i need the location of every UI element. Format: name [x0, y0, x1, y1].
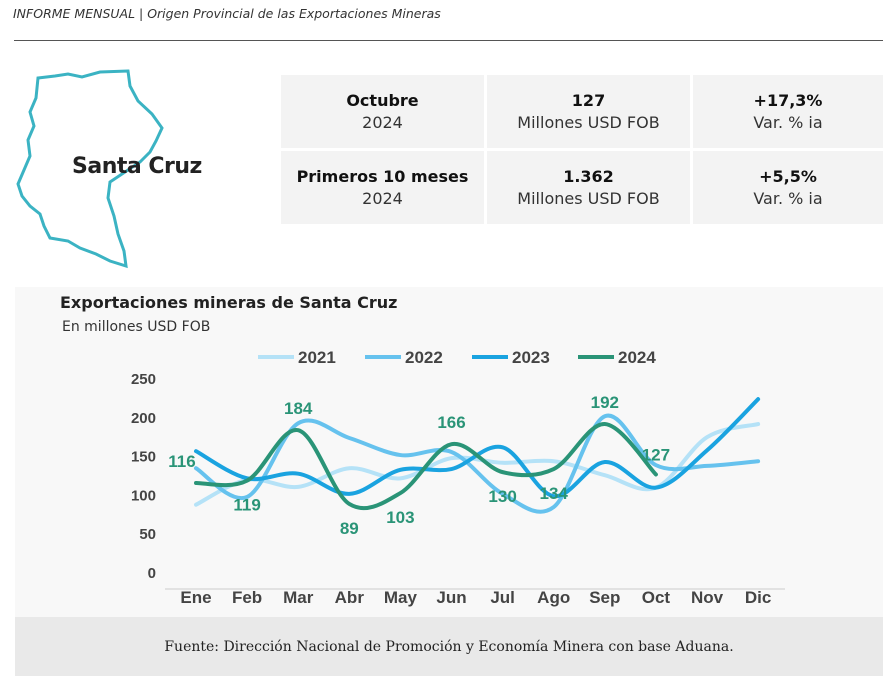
data-label: 130	[488, 487, 516, 506]
kpi-value: +17,3%	[753, 90, 823, 110]
series-line-2023	[194, 397, 761, 499]
kpi-cell: Primeros 10 meses 2024	[281, 151, 484, 224]
kpi-grid: Octubre 2024 127 Millones USD FOB +17,3% Var.…	[281, 75, 883, 224]
kpi-cell: +17,3% Var. % ia	[693, 75, 883, 148]
x-tick-label: Ago	[537, 588, 570, 607]
kpi-label: 2024	[362, 112, 403, 132]
x-tick-label: Ene	[180, 588, 211, 607]
province-name: Santa Cruz	[72, 154, 202, 179]
kpi-label: Millones USD FOB	[517, 188, 660, 208]
kpi-cell: +5,5% Var. % ia	[693, 151, 883, 224]
province-map	[16, 69, 164, 269]
y-tick-label: 100	[131, 487, 156, 504]
source-note: Fuente: Dirección Nacional de Promoción …	[15, 617, 883, 676]
divider	[14, 40, 883, 41]
x-tick-label: Oct	[642, 588, 671, 607]
x-tick-label: Feb	[232, 588, 262, 607]
kpi-value: +5,5%	[759, 166, 817, 186]
x-tick-label: Jul	[490, 588, 515, 607]
x-tick-label: Abr	[335, 588, 365, 607]
data-label: 166	[437, 413, 465, 432]
data-label: 103	[386, 508, 414, 527]
legend-label: 2022	[405, 348, 443, 367]
legend-label: 2024	[618, 348, 656, 367]
series-line-2022	[194, 413, 761, 514]
line-chart: 0 50 100 150 200 250 Ene Feb Mar Abr May Jun Jul Ago S…	[131, 348, 785, 607]
chart-title: Exportaciones mineras de Santa Cruz	[60, 293, 398, 312]
x-tick-label: Dic	[745, 588, 771, 607]
x-tick-label: Mar	[283, 588, 314, 607]
series-line-2024	[194, 422, 658, 511]
kpi-cell: Octubre 2024	[281, 75, 484, 148]
kpi-label: Millones USD FOB	[517, 112, 660, 132]
data-label: 89	[340, 519, 359, 538]
kpi-value: Octubre	[346, 90, 419, 110]
data-label: 184	[284, 399, 313, 418]
kpi-label: 2024	[362, 188, 403, 208]
kpi-cell: 1.362 Millones USD FOB	[487, 151, 690, 224]
x-tick-label: May	[384, 588, 418, 607]
data-label: 134	[540, 484, 569, 503]
data-label: 192	[591, 393, 619, 412]
legend-label: 2021	[298, 348, 336, 367]
kpi-value: 1.362	[563, 166, 614, 186]
data-label: 119	[233, 496, 260, 515]
chart-subtitle: En millones USD FOB	[62, 319, 211, 335]
kpi-label: Var. % ia	[753, 112, 823, 132]
data-label: 116	[168, 452, 195, 471]
y-tick-label: 50	[139, 526, 156, 543]
data-label: 127	[642, 445, 670, 464]
y-tick-label: 200	[131, 410, 156, 427]
legend-label: 2023	[512, 348, 550, 367]
kpi-value: Primeros 10 meses	[296, 166, 469, 186]
y-tick-label: 250	[131, 371, 156, 388]
x-tick-label: Sep	[589, 588, 620, 607]
report-header: INFORME MENSUAL | Origen Provincial de l…	[13, 6, 441, 21]
kpi-label: Var. % ia	[753, 188, 823, 208]
series-line-2021	[194, 422, 761, 507]
x-tick-label: Jun	[436, 588, 466, 607]
y-tick-label: 0	[148, 565, 156, 582]
x-tick-label: Nov	[691, 588, 724, 607]
y-tick-label: 150	[131, 449, 156, 466]
kpi-value: 127	[571, 90, 606, 110]
kpi-cell: 127 Millones USD FOB	[487, 75, 690, 148]
